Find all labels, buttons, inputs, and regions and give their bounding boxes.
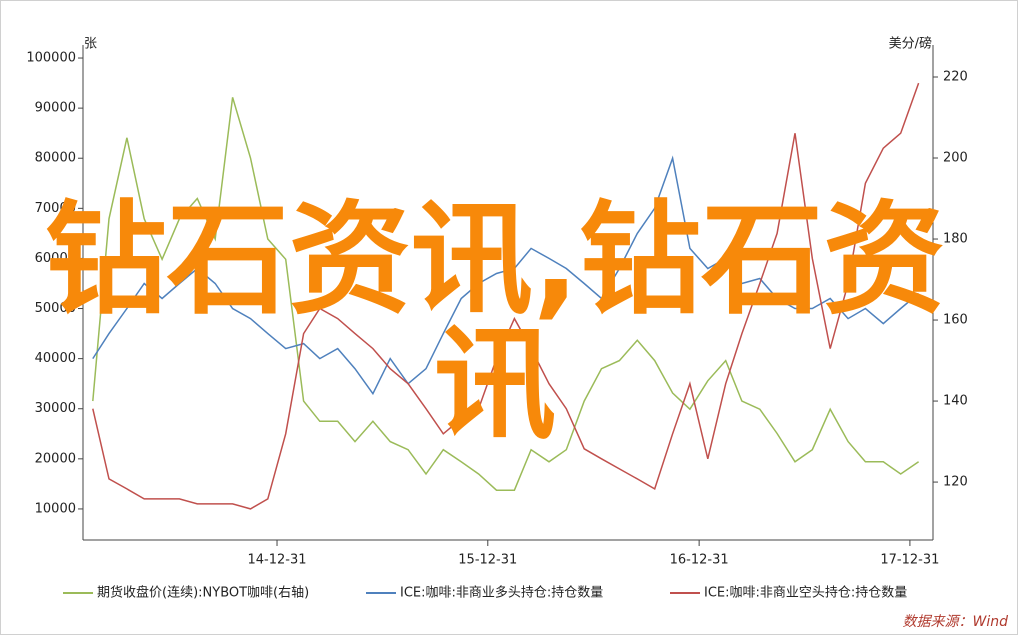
series-line bbox=[92, 82, 920, 510]
y-tick-label: 50000 bbox=[35, 301, 76, 316]
legend-label: 期货收盘价(连续):NYBOT咖啡(右轴) bbox=[97, 585, 309, 601]
y2-tick-label: 200 bbox=[943, 151, 968, 166]
x-tick-label: 16-12-31 bbox=[670, 553, 729, 568]
y2-tick-label: 180 bbox=[943, 232, 968, 247]
y-tick-label: 70000 bbox=[35, 201, 76, 216]
watermark: 钻石资讯,钻石资讯 bbox=[44, 189, 946, 456]
y-tick-label: 100000 bbox=[26, 51, 76, 66]
y-tick-label: 90000 bbox=[35, 101, 76, 116]
y-tick-label: 60000 bbox=[35, 251, 76, 266]
x-tick-label: 14-12-31 bbox=[248, 553, 307, 568]
x-tick-label: 15-12-31 bbox=[458, 553, 517, 568]
y-tick-label: 30000 bbox=[35, 401, 76, 416]
legend-label: ICE:咖啡:非商业多头持仓:持仓数量 bbox=[400, 585, 603, 601]
legend-label: ICE:咖啡:非商业空头持仓:持仓数量 bbox=[704, 586, 907, 601]
y-axis-label: 张 bbox=[84, 37, 97, 52]
y2-tick-label: 140 bbox=[943, 394, 968, 409]
y2-tick-label: 220 bbox=[943, 70, 968, 85]
y2-axis-label: 美分/磅 bbox=[889, 36, 932, 52]
y-tick-label: 20000 bbox=[35, 451, 76, 466]
y-tick-label: 10000 bbox=[35, 501, 76, 516]
series-line bbox=[92, 155, 920, 396]
x-tick-label: 17-12-31 bbox=[880, 553, 939, 568]
series-line bbox=[92, 97, 920, 491]
y-tick-label: 80000 bbox=[35, 151, 76, 166]
y2-tick-label: 160 bbox=[943, 313, 968, 328]
y2-tick-label: 120 bbox=[943, 475, 968, 490]
y-tick-label: 40000 bbox=[35, 351, 76, 366]
source: 数据来源：Wind bbox=[903, 614, 1009, 630]
